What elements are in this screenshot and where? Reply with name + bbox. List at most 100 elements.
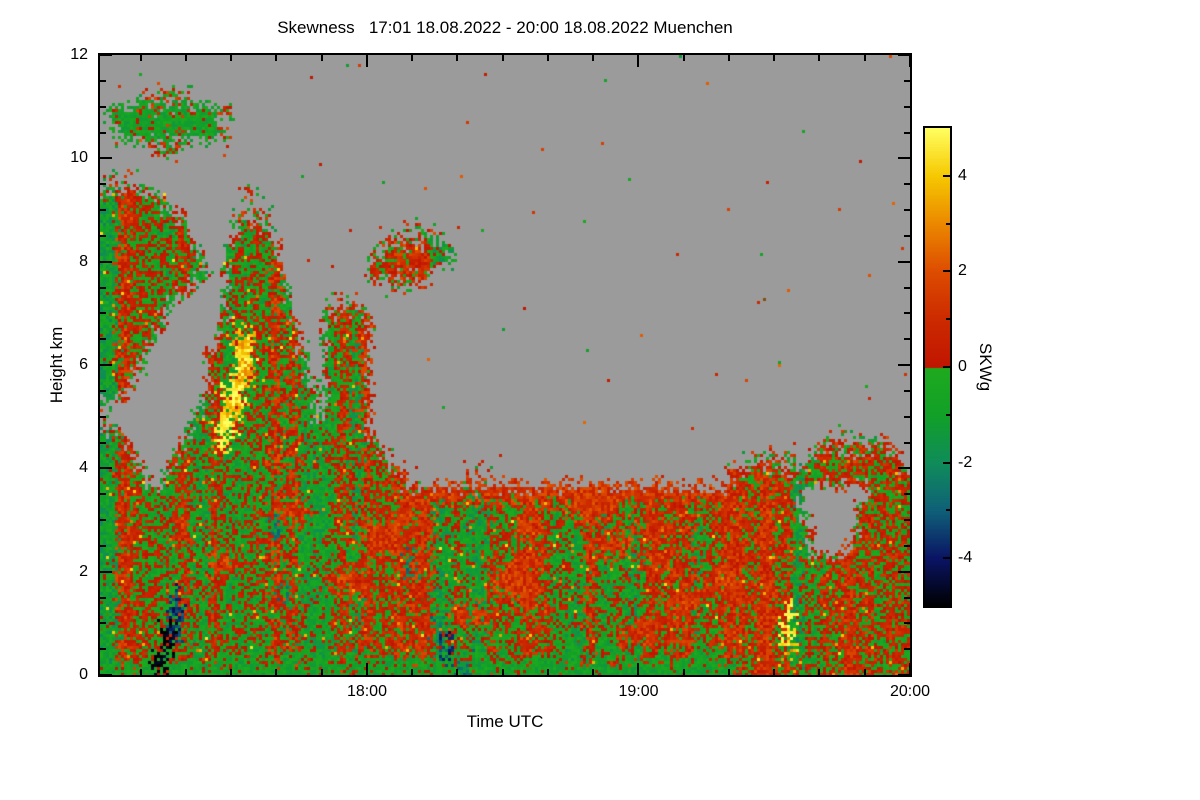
colorbar-minor-tick: [946, 413, 950, 416]
x-minor-tick: [456, 55, 459, 61]
y-minor-tick: [904, 544, 910, 547]
y-minor-tick: [100, 544, 106, 547]
x-minor-tick: [184, 669, 187, 675]
x-minor-tick: [727, 55, 730, 61]
y-major-tick: [100, 54, 112, 56]
x-minor-tick: [139, 669, 142, 675]
y-minor-tick: [100, 441, 106, 444]
y-minor-tick: [904, 312, 910, 315]
x-minor-tick: [320, 669, 323, 675]
y-minor-tick: [100, 131, 106, 134]
y-major-tick: [898, 260, 910, 263]
x-minor-tick: [456, 669, 459, 675]
y-minor-tick: [100, 596, 106, 599]
x-minor-tick: [727, 669, 730, 675]
y-tick-label: 10: [70, 149, 88, 167]
y-minor-tick: [100, 286, 106, 289]
x-minor-tick: [501, 55, 504, 61]
x-major-tick: [909, 55, 911, 67]
x-major-tick: [637, 55, 640, 67]
y-tick-label: 0: [79, 666, 88, 683]
y-major-tick: [898, 157, 910, 160]
colorbar-major-tick: [943, 557, 950, 560]
y-major-tick: [100, 674, 112, 676]
x-minor-tick: [230, 669, 233, 675]
y-minor-tick: [100, 519, 106, 521]
x-tick-label: 19:00: [618, 683, 659, 700]
y-minor-tick: [904, 622, 910, 625]
y-minor-tick: [904, 209, 910, 211]
colorbar-minor-tick: [946, 509, 950, 512]
x-minor-tick: [592, 669, 595, 675]
x-major-tick: [909, 663, 911, 675]
y-major-tick: [898, 364, 910, 366]
y-minor-tick: [904, 286, 910, 289]
y-minor-tick: [100, 209, 106, 211]
colorbar-minor-tick: [946, 222, 950, 225]
colorbar-major-tick: [943, 366, 950, 368]
x-minor-tick: [411, 669, 414, 675]
x-minor-tick: [818, 669, 821, 675]
y-minor-tick: [100, 338, 106, 341]
heatmap-canvas: [100, 55, 910, 675]
plot-frame: [98, 53, 912, 677]
colorbar-tick-label: 2: [958, 262, 967, 280]
x-tick-label: 20:00: [889, 683, 931, 700]
y-minor-tick: [100, 622, 106, 625]
y-minor-tick: [904, 519, 910, 521]
y-minor-tick: [100, 183, 106, 186]
x-minor-tick: [501, 669, 504, 675]
y-major-tick: [898, 674, 910, 676]
colorbar-tick-label: -4: [958, 549, 973, 567]
y-tick-label: 6: [79, 356, 88, 373]
y-minor-tick: [904, 441, 910, 444]
y-minor-tick: [904, 131, 910, 134]
y-tick-label: 4: [79, 459, 88, 477]
x-minor-tick: [546, 55, 549, 61]
colorbar-tick-label: 0: [958, 358, 967, 375]
y-minor-tick: [904, 415, 910, 418]
x-minor-tick: [863, 55, 866, 61]
y-minor-tick: [100, 312, 106, 315]
x-minor-tick: [275, 55, 278, 61]
x-minor-tick: [682, 669, 685, 675]
y-minor-tick: [904, 389, 910, 392]
y-minor-tick: [100, 389, 106, 392]
x-minor-tick: [320, 55, 323, 61]
colorbar-major-tick: [943, 270, 950, 273]
x-minor-tick: [682, 55, 685, 61]
y-major-tick: [898, 570, 910, 573]
x-minor-tick: [230, 55, 233, 61]
colorbar-tick-label: -2: [958, 453, 973, 471]
y-major-tick: [100, 570, 112, 573]
x-minor-tick: [773, 669, 776, 675]
y-major-tick: [100, 157, 112, 160]
y-minor-tick: [904, 338, 910, 341]
x-minor-tick: [546, 669, 549, 675]
colorbar-minor-tick: [946, 318, 950, 321]
colorbar-major-tick: [943, 174, 950, 177]
x-minor-tick: [411, 55, 414, 61]
y-minor-tick: [904, 105, 910, 108]
x-major-tick: [365, 55, 368, 67]
y-major-tick: [100, 260, 112, 263]
x-minor-tick: [863, 669, 866, 675]
x-minor-tick: [818, 55, 821, 61]
y-minor-tick: [904, 234, 910, 237]
y-minor-tick: [904, 493, 910, 496]
y-minor-tick: [904, 183, 910, 186]
y-tick-label: 12: [70, 46, 88, 63]
x-tick-label: 18:00: [346, 683, 387, 700]
x-axis-label: Time UTC: [466, 712, 544, 731]
colorbar-frame: [923, 126, 952, 608]
x-minor-tick: [184, 55, 187, 61]
y-major-tick: [100, 364, 112, 366]
y-minor-tick: [904, 648, 910, 651]
x-minor-tick: [139, 55, 142, 61]
y-minor-tick: [100, 415, 106, 418]
y-minor-tick: [100, 648, 106, 651]
y-tick-label: 8: [79, 252, 88, 270]
colorbar-tick-label: 4: [958, 166, 967, 184]
x-major-tick: [365, 663, 368, 675]
